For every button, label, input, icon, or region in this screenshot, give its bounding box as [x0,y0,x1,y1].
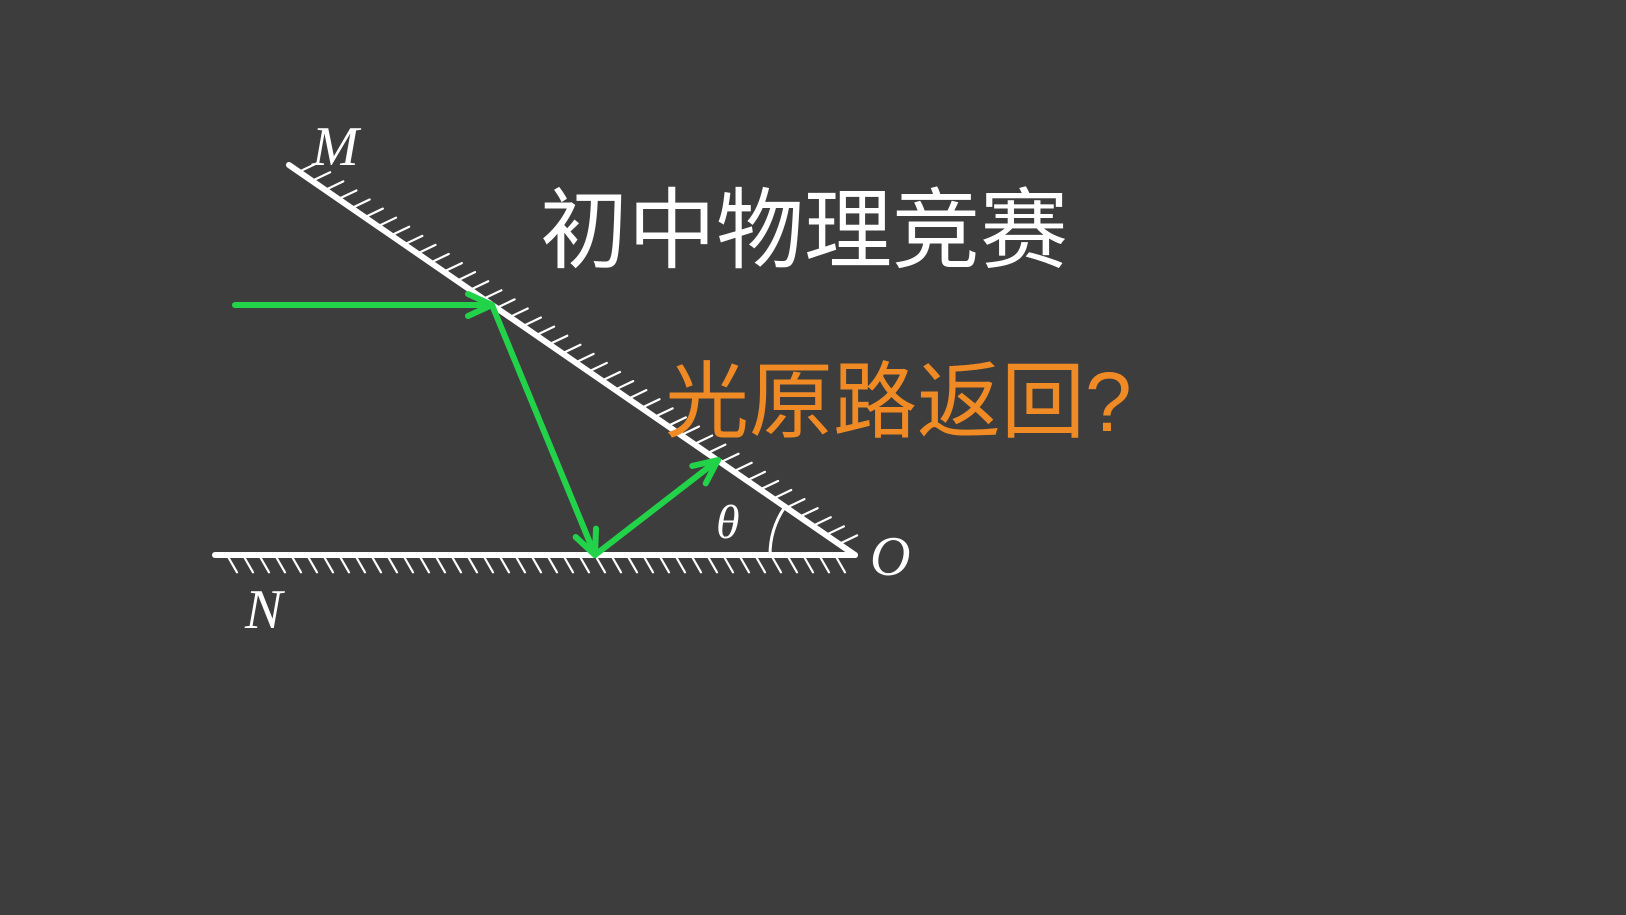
title-main: 初中物理竞赛 [540,160,1068,287]
title-sub: 光原路返回? [665,335,1132,456]
diagram-svg [0,0,1626,915]
diagram-stage: 初中物理竞赛 光原路返回? M N O θ [0,0,1626,915]
angle-arc [770,507,785,555]
label-n: N [245,578,282,642]
label-theta: θ [716,495,740,550]
label-m: M [312,115,359,179]
ray-segment [595,460,718,555]
label-o: O [870,525,910,589]
